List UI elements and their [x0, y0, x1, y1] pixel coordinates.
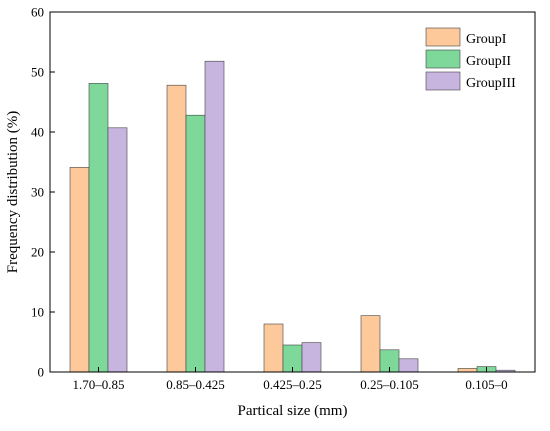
bar-groupii-1 — [185, 114, 206, 373]
bar-groupi-3 — [360, 315, 381, 373]
legend-label-groupiii: GroupIII — [466, 76, 516, 91]
bar-groupiii-0 — [107, 127, 128, 373]
legend-swatch-groupii — [425, 49, 461, 69]
bar-groupi-1 — [166, 84, 187, 373]
bar-groupii-0 — [88, 83, 109, 373]
bar-groupi-0 — [69, 167, 90, 373]
y-tick-label: 10 — [31, 305, 44, 320]
x-tick-label: 1.70–0.85 — [73, 377, 125, 392]
x-tick-label: 0.425–0.25 — [263, 377, 322, 392]
y-tick-label: 40 — [31, 125, 44, 140]
legend: GroupI GroupII GroupIII — [425, 27, 516, 91]
legend-swatch-groupi — [425, 27, 461, 47]
y-tick-label: 50 — [31, 65, 44, 80]
legend-label-groupii: GroupII — [466, 54, 511, 69]
x-tick-label: 0.25–0.105 — [360, 377, 419, 392]
y-tick-label: 60 — [31, 5, 44, 20]
y-tick-label: 0 — [38, 365, 45, 380]
bar-groupiii-3 — [398, 358, 419, 373]
x-axis-label: Partical size (mm) — [238, 403, 348, 419]
x-axis-ticks: 1.70–0.85 0.85–0.425 0.425–0.25 0.25–0.105 0… — [73, 367, 508, 392]
bar-groupiii-1 — [204, 60, 225, 373]
bar-groupi-4 — [457, 368, 478, 373]
y-axis-ticks: 0 10 20 30 40 50 60 — [31, 5, 55, 380]
y-tick-label: 30 — [31, 185, 44, 200]
y-axis-label: Frequency distribution (%) — [5, 111, 21, 273]
bar-groupiii-2 — [301, 342, 322, 373]
bars-layer — [69, 60, 516, 373]
bar-groupi-2 — [263, 323, 284, 373]
legend-label-groupi: GroupI — [466, 32, 507, 47]
x-tick-label: 0.85–0.425 — [166, 377, 225, 392]
legend-swatch-groupiii — [425, 71, 461, 91]
y-tick-label: 20 — [31, 245, 44, 260]
x-tick-label: 0.105–0 — [465, 377, 507, 392]
